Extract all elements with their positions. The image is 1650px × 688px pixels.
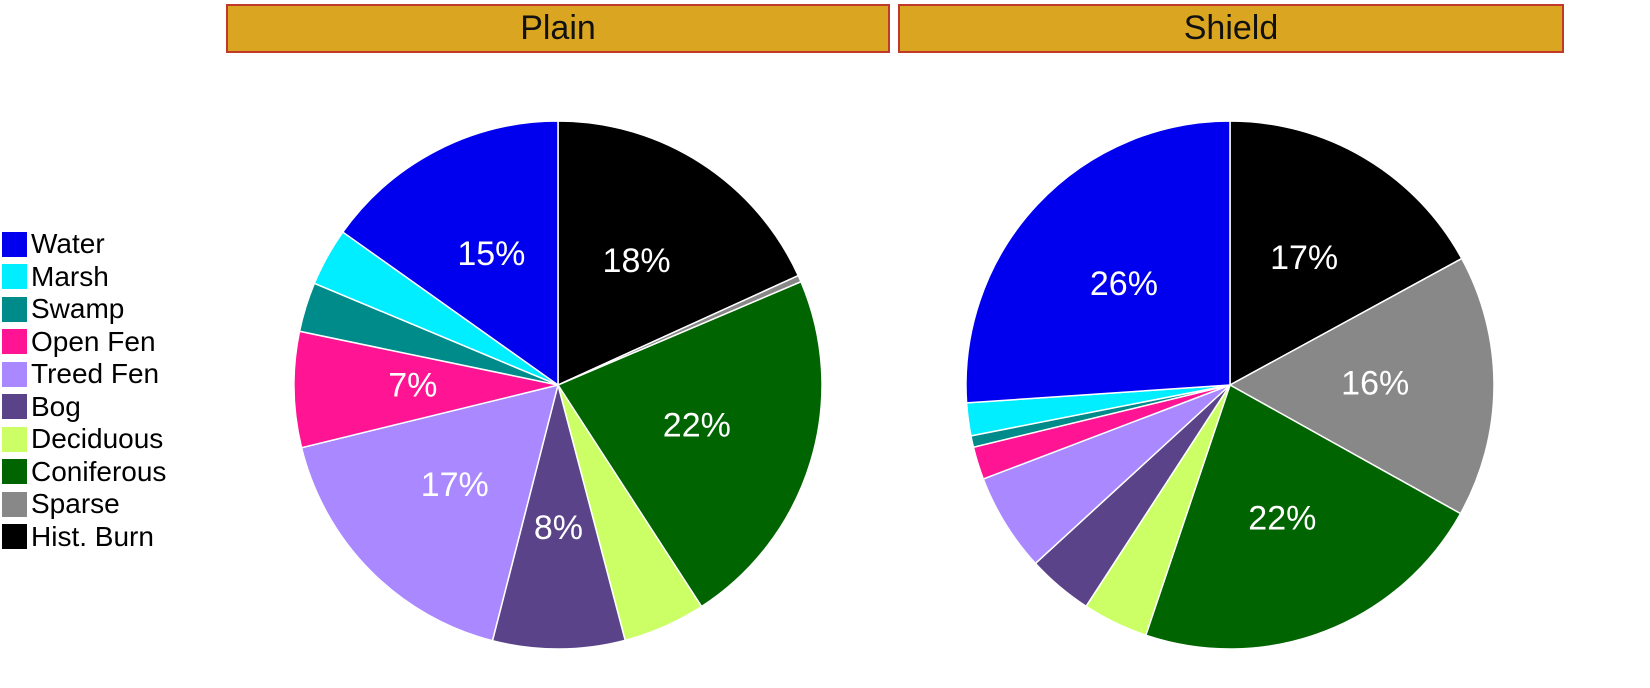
legend-swatch-water [2,231,27,257]
legend-label-coniferous: Coniferous [31,455,167,487]
slice-label-shield-water: 26% [1090,265,1158,303]
slice-label-shield-coniferous: 22% [1248,499,1316,537]
pie-slice-plain-water [341,120,559,387]
slice-label-plain-hist-burn: 18% [603,242,671,280]
legend-label-open-fen: Open Fen [31,325,156,357]
legend-label-deciduous: Deciduous [31,423,164,455]
legend-swatch-swamp [2,296,27,322]
legend-swatch-bog [2,394,27,420]
slice-label-plain-coniferous: 22% [663,406,731,444]
legend-label-marsh: Marsh [31,260,109,292]
legend-label-sparse: Sparse [31,488,120,520]
legend-swatch-treed-fen [2,361,27,387]
pie-slice-plain-hist-burn [557,120,800,387]
pie-slice-plain-treed-fen [300,383,560,642]
legend-label-swamp: Swamp [31,293,125,325]
pie-slice-shield-sparse [1228,257,1495,515]
legend-label-water: Water [31,228,105,260]
legend-swatch-marsh [2,264,27,290]
panel-title-plain: Plain [226,4,890,53]
legend-swatch-sparse [2,491,27,517]
legend-item-swamp: Swamp [2,293,166,326]
legend-item-water: Water [2,228,166,261]
legend-swatch-coniferous [2,459,27,485]
slice-label-shield-sparse: 16% [1341,365,1409,403]
legend-item-sparse: Sparse [2,488,166,521]
legend-label-bog: Bog [31,390,81,422]
pie-slice-plain-open-fen [293,330,559,449]
legend-swatch-deciduous [2,426,27,452]
slice-label-plain-water: 15% [457,235,525,273]
legend-swatch-open-fen [2,329,27,355]
legend: Water Marsh Swamp Open Fen Treed Fen Bog Decid… [2,228,166,553]
pie-slice-plain-coniferous [556,280,823,608]
legend-item-marsh: Marsh [2,261,166,294]
legend-item-deciduous: Deciduous [2,423,166,456]
slice-label-plain-bog: 8% [534,509,583,547]
pie-slice-shield-coniferous [1144,383,1462,650]
slice-label-shield-hist-burn: 17% [1270,239,1338,277]
slice-label-plain-treed-fen: 17% [421,466,489,504]
legend-label-treed-fen: Treed Fen [31,358,160,390]
legend-item-open-fen: Open Fen [2,326,166,359]
slice-label-plain-open-fen: 7% [388,367,437,405]
legend-item-coniferous: Coniferous [2,456,166,489]
legend-item-treed-fen: Treed Fen [2,358,166,391]
pie-slice-shield-water [965,120,1231,404]
pie-slice-plain-bog [491,382,627,650]
legend-item-bog: Bog [2,391,166,424]
legend-label-hist-burn: Hist. Burn [31,520,154,552]
pie-slice-shield-hist-burn [1229,120,1463,387]
panel-title-shield: Shield [898,4,1564,53]
legend-item-hist-burn: Hist. Burn [2,521,166,554]
legend-swatch-hist-burn [2,524,27,550]
